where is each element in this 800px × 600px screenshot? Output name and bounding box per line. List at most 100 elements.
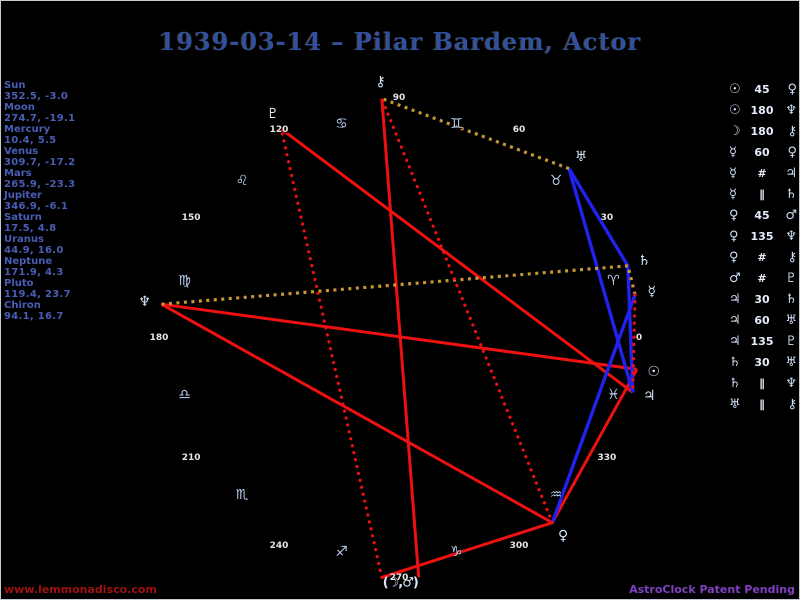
- planet-coords-moon: 274.7, -19.1: [4, 113, 76, 124]
- planet1-glyph: ♄: [729, 376, 741, 391]
- degree-tick-240: 240: [269, 540, 289, 551]
- degree-tick-180: 180: [149, 333, 169, 343]
- zodiac-sign-aquarius-icon: ♒: [549, 486, 563, 503]
- planet-glyph-mercury-icon: ☿: [647, 283, 657, 300]
- planet-name-saturn: Saturn: [4, 212, 42, 223]
- planet-glyph-sun-icon: ☉: [647, 363, 661, 380]
- aspect-line-venus-neptune: [160, 302, 554, 524]
- aspect-value: 180: [750, 125, 774, 138]
- zodiac-sign-leo-icon: ♌: [235, 173, 249, 190]
- zodiac-sign-sagittarius-icon: ♐: [335, 544, 348, 561]
- planet2-glyph: ♅: [785, 313, 797, 328]
- aspect-line-sun-venus: [550, 368, 639, 524]
- planet-name-mars: Mars: [4, 168, 32, 179]
- planet-glyph-saturn-icon: ♄: [637, 252, 651, 269]
- planet-name-sun: Sun: [4, 80, 26, 91]
- patent-notice: AstroClock Patent Pending: [629, 583, 795, 596]
- aspect-value: 45: [754, 209, 770, 222]
- zodiac-sign-aries-icon: ♈: [607, 272, 620, 289]
- zodiac-sign-pisces-icon: ♓: [607, 387, 620, 404]
- aspect-value: #: [757, 167, 767, 180]
- planet-name-neptune: Neptune: [4, 256, 53, 267]
- degree-tick-0: 0: [635, 333, 643, 343]
- aspect-line-uranus-chiron: [381, 97, 570, 171]
- aspect-value: 60: [754, 314, 770, 327]
- planet-glyph-uranus-icon: ♅: [574, 148, 588, 165]
- planet1-glyph: ♂: [729, 271, 741, 286]
- planet-coords-mercury: 10.4, 5.5: [4, 135, 57, 146]
- aspect-list-panel: ☉ 45 ♀ ☉ 180 ♆ ☽ 180 ⚷ ☿ 60 ♀ ☿ # ♃ ☿ ∥ ♄ ♀ 45 ♂ ♀ 135 ♆ ♀ # ⚷ ♂ # ♇ ♃…: [729, 79, 799, 415]
- planet-positions-panel: Sun 352.5, -3.0 Moon 274.7, -19.1 Mercury 10.…: [4, 80, 75, 322]
- aspect-line-mercury-venus: [550, 294, 637, 524]
- aspect-value: 135: [750, 230, 774, 243]
- planet2-glyph: ⚷: [787, 124, 797, 139]
- planet-name-venus: Venus: [4, 146, 39, 157]
- degree-tick-60: 60: [512, 125, 526, 136]
- degree-tick-120: 120: [269, 125, 289, 136]
- planet-glyph-neptune-icon: ♆: [138, 293, 151, 310]
- planet-name-mercury: Mercury: [4, 124, 51, 135]
- planet-glyph-chiron-icon: ⚷: [375, 73, 386, 90]
- aspect-line-saturn-neptune: [161, 264, 629, 306]
- planet2-glyph: ♃: [785, 166, 797, 181]
- planet2-glyph: ♄: [785, 292, 797, 307]
- planet-glyph-venus-icon: ♀: [558, 527, 569, 544]
- aspect-line-mercury-jupiter: [631, 293, 637, 394]
- planet2-glyph: ♇: [785, 271, 797, 286]
- aspect-value: 180: [750, 104, 774, 117]
- aspect-line-venus-mars: [381, 521, 553, 579]
- degree-tick-210: 210: [181, 453, 201, 463]
- planet1-glyph: ☿: [729, 187, 737, 202]
- planet-coords-saturn: 17.5, 4.8: [4, 223, 57, 234]
- aspect-row: ☉ 45 ♀: [729, 79, 799, 100]
- degree-tick-90: 90: [392, 93, 406, 103]
- aspect-line-moon-chiron: [380, 98, 421, 578]
- planet1-glyph: ☽: [729, 124, 741, 139]
- planet1-glyph: ♃: [729, 334, 741, 349]
- degree-tick-330: 330: [597, 453, 617, 463]
- aspect-value: 30: [754, 356, 770, 369]
- website-link: www.lemmonadisco.com: [4, 583, 157, 596]
- planet-cluster-moon-mars: (☽,♂): [382, 575, 419, 591]
- aspect-row: ♀ 135 ♆: [729, 226, 799, 247]
- planet2-glyph: ♀: [787, 82, 797, 97]
- planet-coords-uranus: 44.9, 16.0: [4, 245, 64, 256]
- aspect-row: ☿ ∥ ♄: [729, 184, 799, 205]
- aspect-row: ♃ 60 ♅: [729, 310, 799, 331]
- aspect-row: ♄ 30 ♅: [729, 352, 799, 373]
- zodiac-sign-capricorn-icon: ♑: [450, 544, 463, 561]
- planet1-glyph: ♀: [729, 229, 739, 244]
- degree-tick-270: 270: [389, 573, 409, 583]
- planet-glyph-pluto-icon: ♇: [266, 106, 280, 123]
- planet-name-moon: Moon: [4, 102, 35, 113]
- planet-coords-sun: 352.5, -3.0: [4, 91, 69, 102]
- planet1-glyph: ☉: [729, 103, 741, 118]
- planet2-glyph: ♆: [785, 229, 797, 244]
- planet1-glyph: ♃: [729, 292, 741, 307]
- aspect-row: ♀ # ⚷: [729, 247, 799, 268]
- planet2-glyph: ♀: [787, 145, 797, 160]
- aspect-line-saturn-uranus: [567, 167, 630, 267]
- planet1-glyph: ♀: [729, 208, 739, 223]
- planet1-glyph: ♃: [729, 313, 741, 328]
- aspect-value: 60: [754, 146, 770, 159]
- planet-coords-jupiter: 346.9, -6.1: [4, 201, 69, 212]
- aspect-value: #: [757, 272, 767, 285]
- chart-title: 1939-03-14 – Pilar Bardem, Actor: [158, 27, 642, 56]
- planet-name-pluto: Pluto: [4, 278, 34, 289]
- planet1-glyph: ☿: [729, 145, 737, 160]
- aspect-value: ∥: [759, 398, 765, 411]
- planet-name-uranus: Uranus: [4, 234, 44, 245]
- zodiac-sign-taurus-icon: ♉: [549, 173, 563, 190]
- planet-name-chiron: Chiron: [4, 300, 41, 311]
- aspect-line-venus-chiron: [380, 97, 554, 525]
- planet-name-jupiter: Jupiter: [4, 190, 42, 201]
- planet-coords-venus: 309.7, -17.2: [4, 157, 76, 168]
- planet1-glyph: ☿: [729, 166, 737, 181]
- aspect-line-jupiter-uranus: [567, 168, 635, 393]
- planet1-glyph: ♄: [729, 355, 741, 370]
- planet-coords-mars: 265.9, -23.3: [4, 179, 76, 190]
- zodiac-sign-scorpio-icon: ♏: [235, 486, 249, 503]
